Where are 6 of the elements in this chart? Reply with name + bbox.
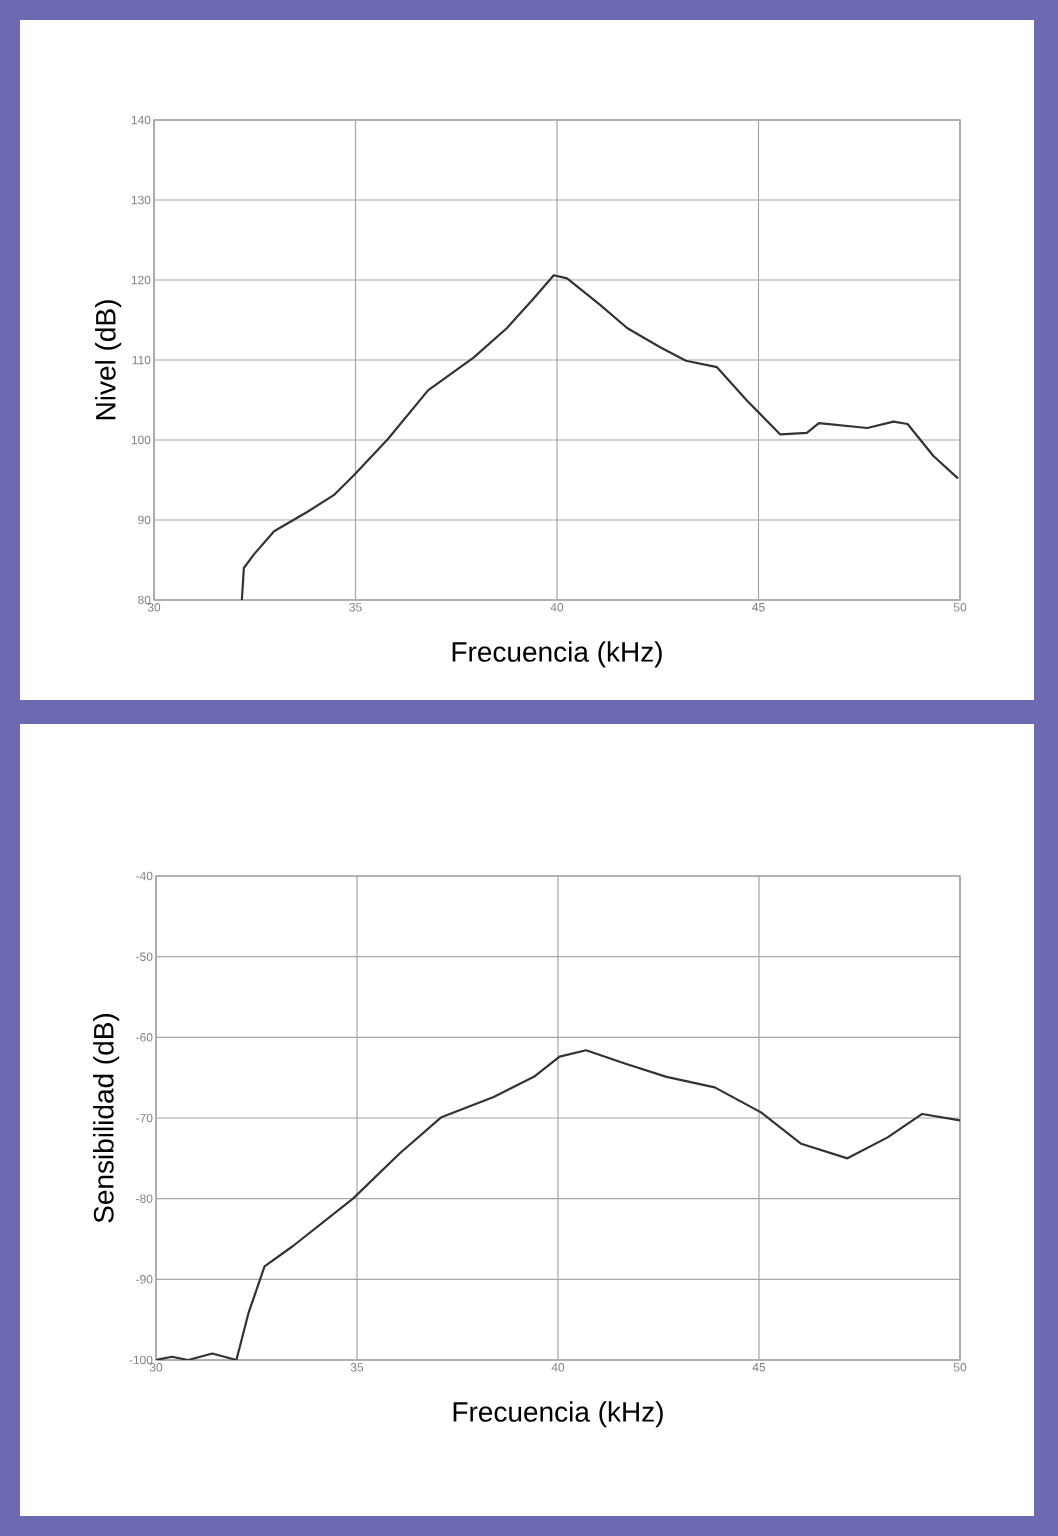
y-axis-title: Nivel (dB) (95, 300, 122, 420)
line-series (240, 274, 960, 600)
x-axis-title: Frecuencia (kHz) (453, 1401, 663, 1428)
y-axis-title: Sensibilidad (dB) (93, 1013, 120, 1223)
line-series (156, 1049, 960, 1360)
x-axis-title: Frecuencia (kHz) (452, 641, 662, 668)
